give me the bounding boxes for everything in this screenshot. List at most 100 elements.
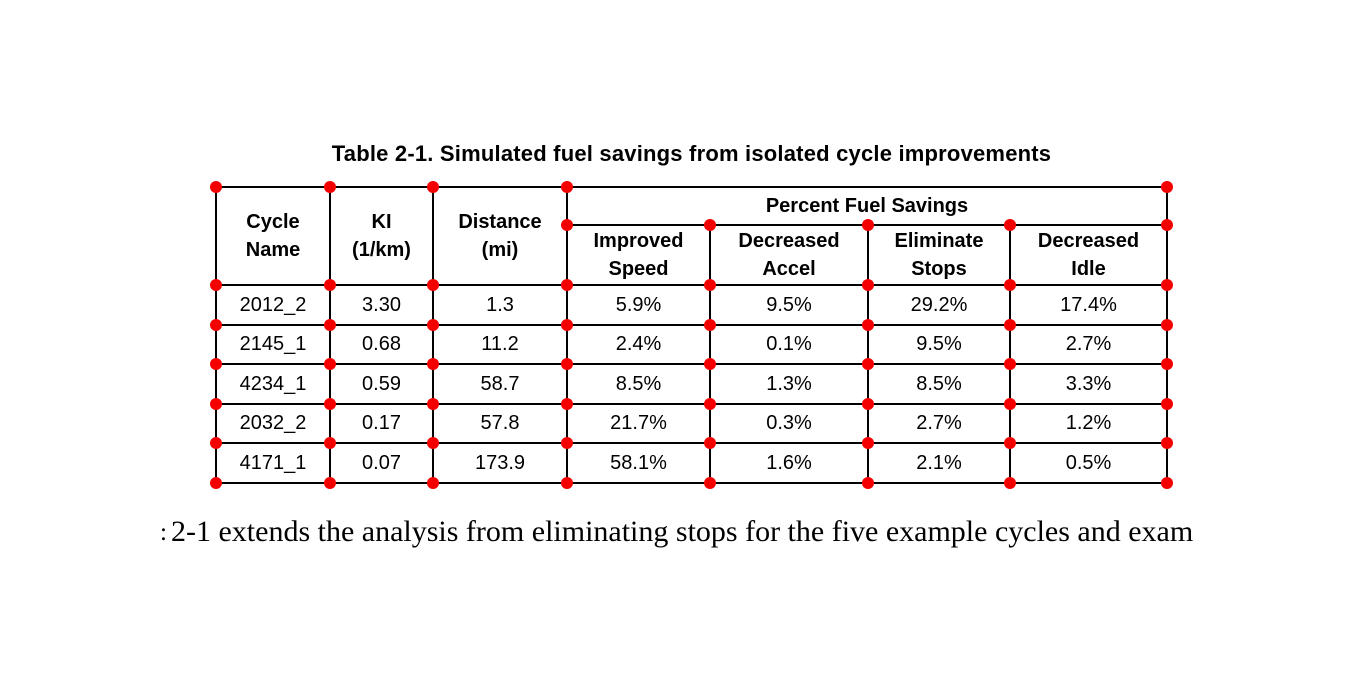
grid-line-vertical <box>215 186 217 484</box>
red-dot <box>427 279 439 291</box>
column-header-decreased-accel: Decreased Accel <box>738 230 840 280</box>
table-cell: 0.59 <box>362 372 401 395</box>
red-dot <box>324 358 336 370</box>
table-cell: 2032_2 <box>239 412 307 434</box>
red-dot <box>704 279 716 291</box>
red-dot <box>862 398 874 410</box>
red-dot <box>1161 279 1173 291</box>
table-cell: 1.3 <box>486 293 514 316</box>
red-dot <box>1004 319 1016 331</box>
red-dot <box>1161 181 1173 193</box>
grid-line-vertical <box>709 224 711 484</box>
red-dot <box>1004 477 1016 489</box>
red-dot <box>210 358 222 370</box>
table-cell: 2.4% <box>615 333 662 355</box>
table-cell: 1.6% <box>766 451 812 474</box>
grid-line-horizontal <box>215 482 1168 484</box>
red-dot <box>862 319 874 331</box>
red-dot <box>704 477 716 489</box>
red-dot <box>1161 319 1173 331</box>
grid-line-horizontal <box>215 363 1168 365</box>
table-caption: Table 2-1. Simulated fuel savings from i… <box>331 141 1052 166</box>
table-cell: 11.2 <box>481 333 519 355</box>
red-dot <box>561 358 573 370</box>
grid-line-horizontal <box>215 186 1168 188</box>
table-cell: 0.3% <box>766 412 812 434</box>
red-dot <box>324 181 336 193</box>
grid-line-vertical <box>329 186 331 484</box>
grid-line-vertical <box>432 186 434 484</box>
table-cell: 57.8 <box>480 412 520 434</box>
red-dot <box>1004 437 1016 449</box>
red-dot <box>427 398 439 410</box>
red-dot <box>427 319 439 331</box>
red-dot <box>862 279 874 291</box>
red-dot <box>1161 398 1173 410</box>
table-cell: 0.5% <box>1065 451 1112 474</box>
table-cell: 58.7 <box>480 372 520 395</box>
body-text-line: 2-1 extends the analysis from eliminatin… <box>171 515 1194 548</box>
table-cell: 0.17 <box>362 412 401 434</box>
column-header-distance: Distance (mi) <box>458 211 542 261</box>
red-dot <box>427 477 439 489</box>
table-cell: 2145_1 <box>239 333 307 355</box>
red-dot <box>704 437 716 449</box>
red-dot <box>561 398 573 410</box>
column-header-decreased-idle: Decreased Idle <box>1037 230 1140 280</box>
table-cell: 2.1% <box>916 451 962 474</box>
table-cell: 3.30 <box>362 293 401 316</box>
column-header-improved-speed: Improved Speed <box>593 230 684 280</box>
red-dot <box>324 437 336 449</box>
table-cell: 1.3% <box>766 372 812 395</box>
red-dot <box>1004 219 1016 231</box>
table-cell: 3.3% <box>1065 372 1112 395</box>
table-cell: 29.2% <box>910 293 968 316</box>
red-dot <box>561 279 573 291</box>
red-dot <box>862 437 874 449</box>
red-dot <box>210 477 222 489</box>
red-dot <box>704 219 716 231</box>
grid-line-horizontal <box>215 442 1168 444</box>
red-dot <box>324 319 336 331</box>
red-dot <box>324 477 336 489</box>
grid-line-vertical <box>1009 224 1011 484</box>
red-dot <box>1004 398 1016 410</box>
red-dot <box>210 181 222 193</box>
group-header-percent-fuel-savings: Percent Fuel Savings <box>765 195 969 217</box>
column-header-ki: KI (1/km) <box>352 211 411 261</box>
red-dot <box>1161 477 1173 489</box>
table-cell: 9.5% <box>916 333 962 355</box>
red-dot <box>1161 219 1173 231</box>
red-dot <box>1161 437 1173 449</box>
red-dot <box>427 181 439 193</box>
red-dot <box>427 437 439 449</box>
table-cell: 5.9% <box>615 293 662 316</box>
red-dot <box>561 181 573 193</box>
table-cell: 4171_1 <box>239 451 307 474</box>
grid-line-horizontal <box>215 403 1168 405</box>
table-cell: 2.7% <box>1065 333 1112 355</box>
table-cell: 0.1% <box>766 333 812 355</box>
red-dot <box>862 219 874 231</box>
grid-line-horizontal <box>215 324 1168 326</box>
table-cell: 4234_1 <box>239 372 307 395</box>
red-dot <box>862 358 874 370</box>
red-dot <box>324 279 336 291</box>
red-dot <box>862 477 874 489</box>
table-cell: 21.7% <box>610 412 667 434</box>
table-cell: 0.68 <box>362 333 401 355</box>
table-cell: 58.1% <box>610 451 667 474</box>
red-dot <box>561 477 573 489</box>
table-cell: 2.7% <box>916 412 962 434</box>
table-cell: 173.9 <box>474 451 526 474</box>
red-dot <box>210 398 222 410</box>
grid-line-horizontal <box>215 284 1168 286</box>
body-text-cropped-fragment: : <box>160 519 167 546</box>
grid-line-vertical <box>1166 186 1168 484</box>
table-cell: 8.5% <box>916 372 962 395</box>
red-dot <box>210 437 222 449</box>
table-cell: 17.4% <box>1060 293 1117 316</box>
red-dot <box>561 437 573 449</box>
red-dot <box>704 358 716 370</box>
